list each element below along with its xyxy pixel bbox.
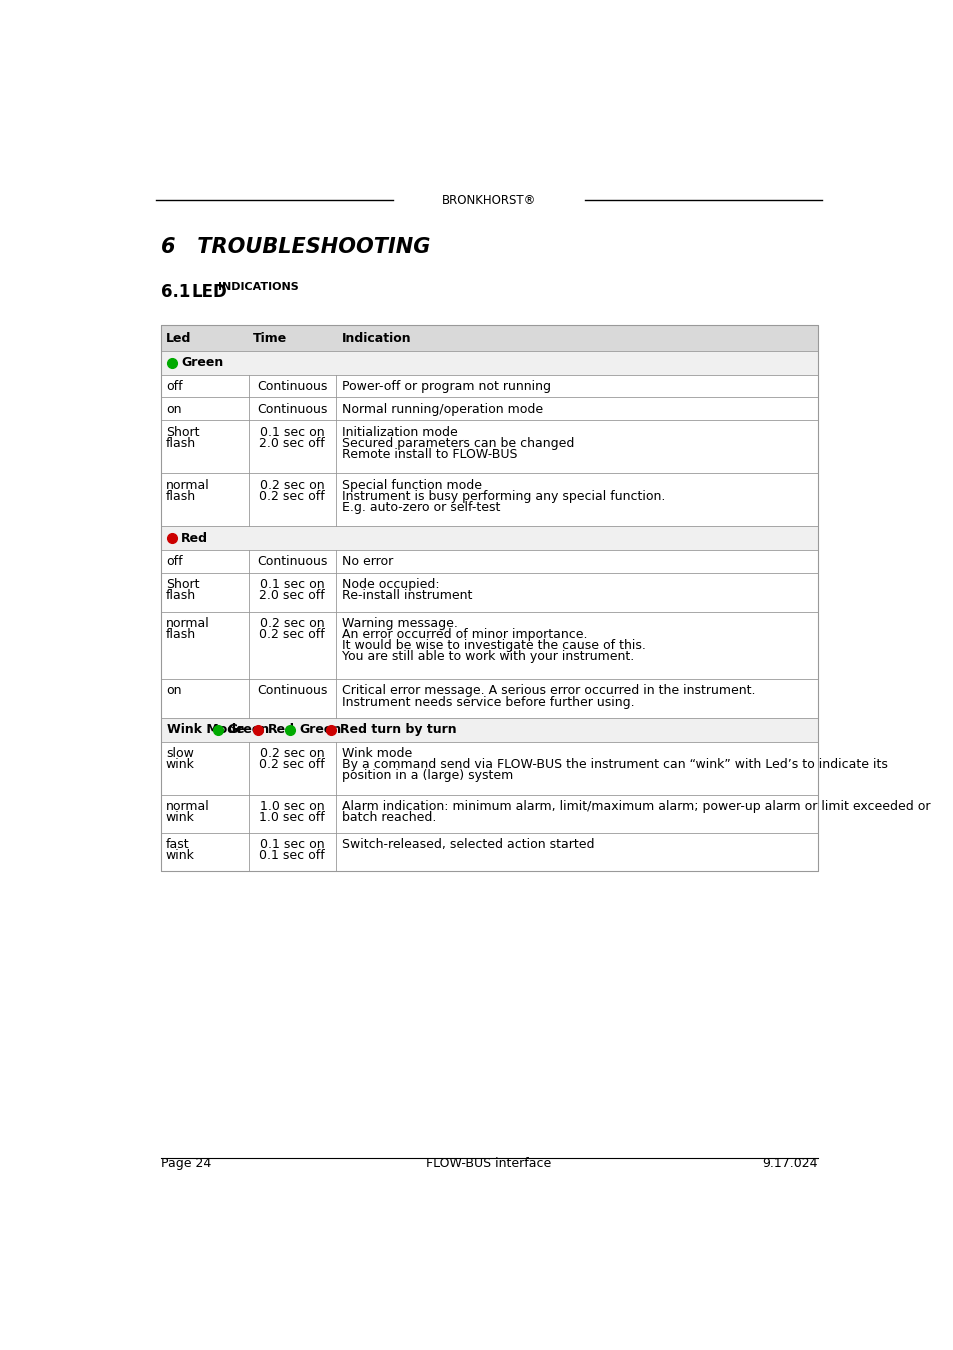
Text: 0.2 sec on: 0.2 sec on xyxy=(259,478,324,491)
Text: Red: Red xyxy=(268,724,294,736)
Text: An error occurred of minor importance.: An error occurred of minor importance. xyxy=(341,628,587,641)
Text: off: off xyxy=(166,555,182,568)
Text: batch reached.: batch reached. xyxy=(341,811,436,824)
Text: Normal running/operation mode: Normal running/operation mode xyxy=(341,402,542,416)
Text: Special function mode: Special function mode xyxy=(341,478,481,491)
Text: Time: Time xyxy=(253,332,287,346)
Text: Power-off or program not running: Power-off or program not running xyxy=(341,379,550,393)
Text: LED: LED xyxy=(192,282,227,301)
Text: flash: flash xyxy=(166,490,195,502)
Text: Short: Short xyxy=(166,425,199,439)
Text: 1.0 sec on: 1.0 sec on xyxy=(259,799,324,813)
Text: 2.0 sec off: 2.0 sec off xyxy=(259,436,325,450)
Text: 0.1 sec off: 0.1 sec off xyxy=(259,849,325,863)
Text: Wink Mode: Wink Mode xyxy=(167,724,244,736)
Text: fast: fast xyxy=(166,838,190,852)
Text: wink: wink xyxy=(166,811,194,824)
Bar xyxy=(161,325,817,351)
Bar xyxy=(161,351,817,374)
Text: Continuous: Continuous xyxy=(256,555,327,568)
Text: Wink mode: Wink mode xyxy=(341,747,412,760)
Text: Green: Green xyxy=(299,724,341,736)
Text: 6   TROUBLESHOOTING: 6 TROUBLESHOOTING xyxy=(161,236,431,256)
Text: 0.2 sec on: 0.2 sec on xyxy=(259,747,324,760)
Text: 2.0 sec off: 2.0 sec off xyxy=(259,590,325,602)
Text: 0.2 sec off: 0.2 sec off xyxy=(259,490,325,502)
Bar xyxy=(161,526,817,551)
Text: E.g. auto-zero or self-test: E.g. auto-zero or self-test xyxy=(341,501,499,514)
Text: Switch-released, selected action started: Switch-released, selected action started xyxy=(341,838,594,852)
Text: By a command send via FLOW-BUS the instrument can “wink” with Led’s to indicate : By a command send via FLOW-BUS the instr… xyxy=(341,757,886,771)
Bar xyxy=(161,325,817,872)
Text: You are still able to work with your instrument.: You are still able to work with your ins… xyxy=(341,651,634,663)
Text: normal: normal xyxy=(166,478,210,491)
Text: INDICATIONS: INDICATIONS xyxy=(218,282,298,292)
Text: No error: No error xyxy=(341,555,393,568)
Text: flash: flash xyxy=(166,436,195,450)
Text: Critical error message. A serious error occurred in the instrument.: Critical error message. A serious error … xyxy=(341,684,755,698)
Text: 0.1 sec on: 0.1 sec on xyxy=(259,425,324,439)
Text: Alarm indication: minimum alarm, limit/maximum alarm; power-up alarm or limit ex: Alarm indication: minimum alarm, limit/m… xyxy=(341,799,929,813)
Text: normal: normal xyxy=(166,617,210,630)
Text: Continuous: Continuous xyxy=(256,379,327,393)
Text: Continuous: Continuous xyxy=(256,402,327,416)
Text: Page 24: Page 24 xyxy=(161,1157,212,1170)
Text: Green: Green xyxy=(227,724,269,736)
Text: wink: wink xyxy=(166,849,194,863)
Text: normal: normal xyxy=(166,799,210,813)
Text: Led: Led xyxy=(166,332,191,346)
Text: flash: flash xyxy=(166,628,195,641)
Text: on: on xyxy=(166,402,181,416)
Text: 0.2 sec on: 0.2 sec on xyxy=(259,617,324,630)
Text: Red turn by turn: Red turn by turn xyxy=(340,724,456,736)
Text: 0.2 sec off: 0.2 sec off xyxy=(259,628,325,641)
Bar xyxy=(161,325,817,872)
Bar xyxy=(161,718,817,741)
Text: FLOW-BUS interface: FLOW-BUS interface xyxy=(426,1157,551,1170)
Text: Green: Green xyxy=(181,356,223,369)
Text: BRONKHORST®: BRONKHORST® xyxy=(441,194,536,207)
Text: 6.1: 6.1 xyxy=(161,282,191,301)
Text: Instrument needs service before further using.: Instrument needs service before further … xyxy=(341,695,634,709)
Text: Indication: Indication xyxy=(341,332,411,346)
Text: slow: slow xyxy=(166,747,193,760)
Text: Continuous: Continuous xyxy=(256,684,327,698)
Text: 9.17.024: 9.17.024 xyxy=(761,1157,817,1170)
Text: 0.1 sec on: 0.1 sec on xyxy=(259,578,324,591)
Text: 0.1 sec on: 0.1 sec on xyxy=(259,838,324,852)
Text: Re-install instrument: Re-install instrument xyxy=(341,590,472,602)
Text: position in a (large) system: position in a (large) system xyxy=(341,769,513,782)
Text: Secured parameters can be changed: Secured parameters can be changed xyxy=(341,436,574,450)
Text: flash: flash xyxy=(166,590,195,602)
Text: 1.0 sec off: 1.0 sec off xyxy=(259,811,325,824)
Text: off: off xyxy=(166,379,182,393)
Text: Red: Red xyxy=(181,532,208,545)
Text: on: on xyxy=(166,684,181,698)
Text: Short: Short xyxy=(166,578,199,591)
Text: Initialization mode: Initialization mode xyxy=(341,425,457,439)
Text: Remote install to FLOW-BUS: Remote install to FLOW-BUS xyxy=(341,448,517,460)
Text: 0.2 sec off: 0.2 sec off xyxy=(259,757,325,771)
Text: Instrument is busy performing any special function.: Instrument is busy performing any specia… xyxy=(341,490,664,502)
Text: wink: wink xyxy=(166,757,194,771)
Text: It would be wise to investigate the cause of this.: It would be wise to investigate the caus… xyxy=(341,639,645,652)
Text: Node occupied:: Node occupied: xyxy=(341,578,439,591)
Text: Warning message.: Warning message. xyxy=(341,617,457,630)
